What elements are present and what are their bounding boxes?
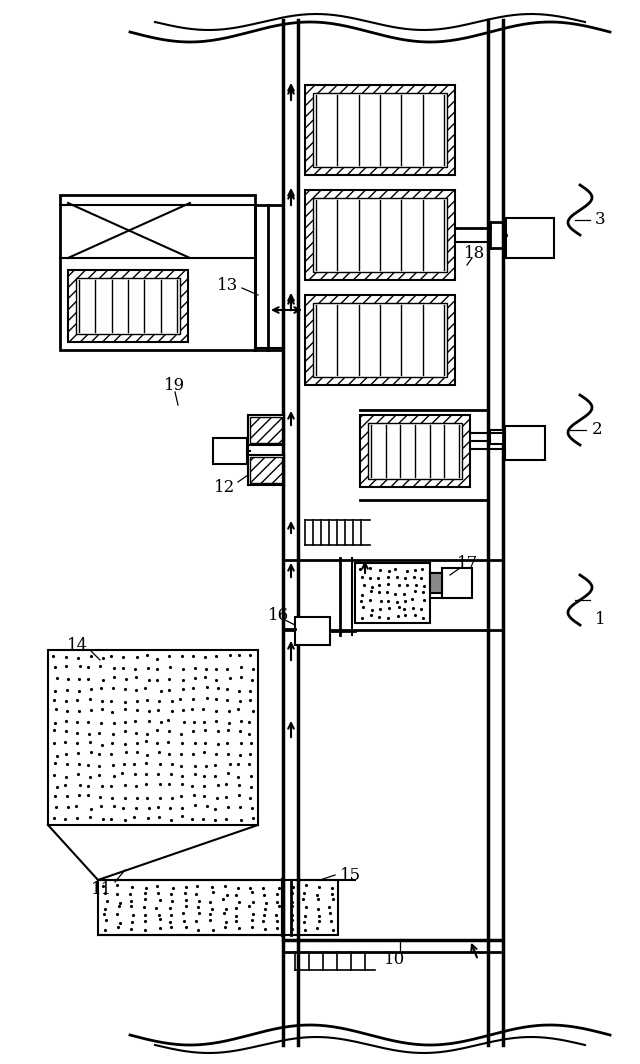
Bar <box>248 415 284 445</box>
Bar <box>305 85 455 174</box>
Bar <box>313 93 447 167</box>
Text: 3: 3 <box>595 212 605 229</box>
Bar <box>213 438 247 464</box>
Text: 19: 19 <box>164 377 186 394</box>
Bar <box>442 568 472 598</box>
Text: 12: 12 <box>214 480 236 497</box>
Bar <box>250 458 282 483</box>
Bar <box>360 415 470 487</box>
Bar <box>250 417 282 443</box>
Text: 10: 10 <box>385 951 406 968</box>
Bar <box>313 198 447 272</box>
Text: 14: 14 <box>67 636 88 653</box>
Bar <box>295 617 330 645</box>
Text: 2: 2 <box>592 421 602 438</box>
Text: 17: 17 <box>458 554 479 571</box>
Bar <box>68 270 188 342</box>
Bar <box>430 573 442 593</box>
Text: 18: 18 <box>465 245 486 262</box>
Bar <box>248 455 284 485</box>
Bar <box>98 880 338 935</box>
Text: 13: 13 <box>218 277 239 294</box>
Bar <box>490 430 508 444</box>
Bar <box>60 195 255 350</box>
Bar <box>305 190 455 280</box>
Bar <box>48 650 258 825</box>
Bar <box>506 218 554 257</box>
Text: 1: 1 <box>595 612 605 629</box>
Text: 11: 11 <box>92 881 113 898</box>
Bar <box>76 278 180 334</box>
Bar <box>305 295 455 385</box>
Bar <box>505 426 545 460</box>
Bar <box>368 423 462 479</box>
Text: 16: 16 <box>268 606 289 624</box>
Bar <box>355 563 430 624</box>
Text: 15: 15 <box>339 866 360 883</box>
Bar <box>313 303 447 377</box>
